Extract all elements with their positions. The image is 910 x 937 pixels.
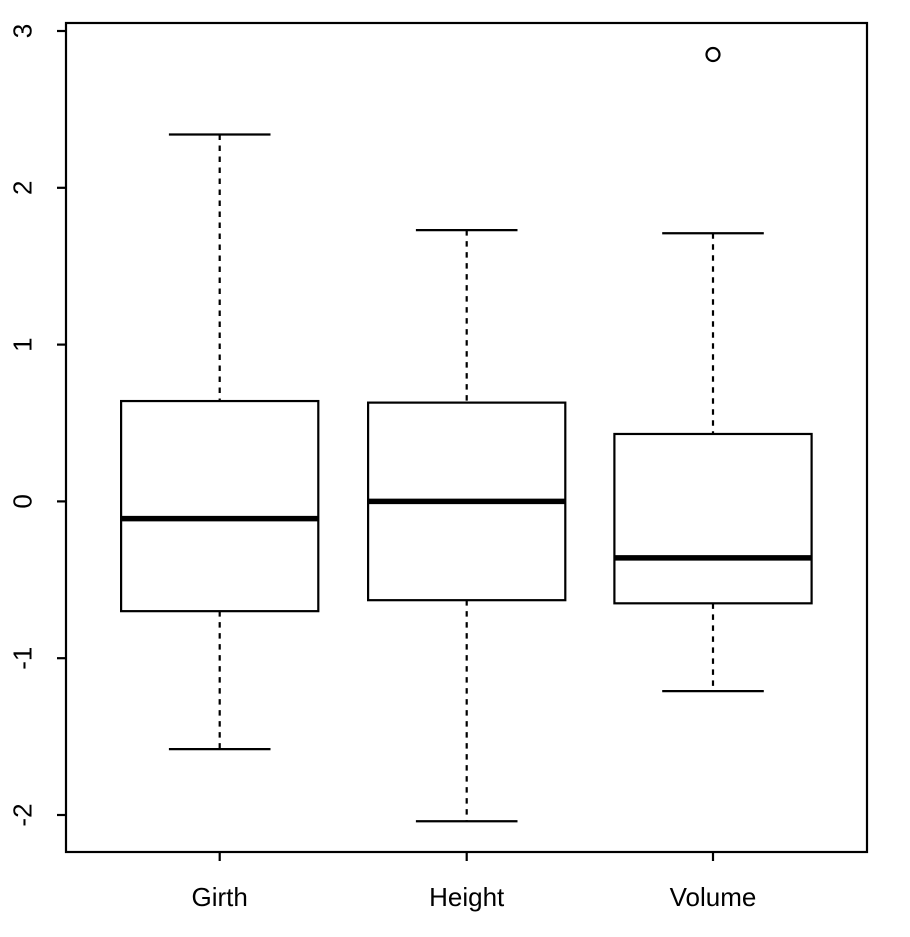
y-tick-label: 3 bbox=[8, 24, 38, 38]
y-tick-label: -2 bbox=[8, 803, 38, 826]
x-tick-label-height: Height bbox=[429, 882, 505, 912]
iqr-box-volume bbox=[613, 432, 813, 605]
outlier-point-volume bbox=[705, 46, 721, 63]
y-tick-label: 1 bbox=[8, 337, 38, 351]
y-tick-label: -1 bbox=[8, 647, 38, 670]
y-tick-label: 2 bbox=[8, 181, 38, 195]
x-tick-label-volume: Volume bbox=[670, 882, 757, 912]
iqr-box-girth bbox=[119, 399, 320, 613]
x-tick-label-girth: Girth bbox=[192, 882, 248, 912]
y-tick-label: 0 bbox=[8, 494, 38, 508]
